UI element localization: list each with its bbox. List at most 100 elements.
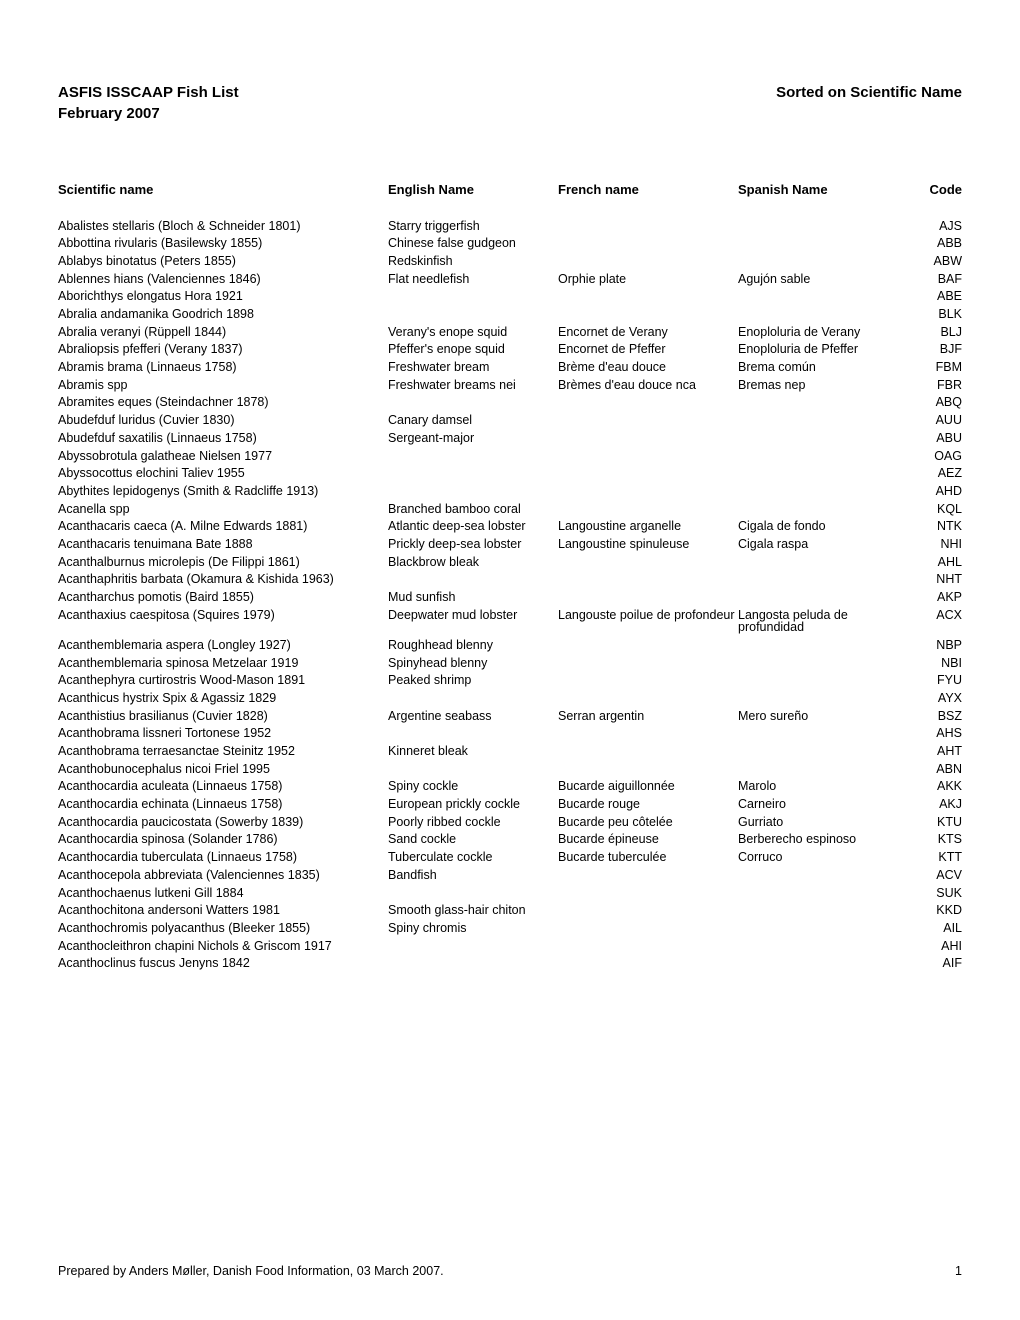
cell-code: AIL xyxy=(908,922,962,935)
sort-label: Sorted on Scientific Name xyxy=(776,84,962,101)
cell-scientific: Acanthaphritis barbata (Okamura & Kishid… xyxy=(58,573,388,586)
cell-scientific: Abalistes stellaris (Bloch & Schneider 1… xyxy=(58,220,388,233)
cell-scientific: Ablabys binotatus (Peters 1855) xyxy=(58,255,388,268)
cell-code: AKJ xyxy=(908,798,962,811)
col-english: English Name xyxy=(388,182,558,197)
col-spanish: Spanish Name xyxy=(738,182,908,197)
cell-english: Argentine seabass xyxy=(388,710,558,723)
cell-scientific: Acanthobrama lissneri Tortonese 1952 xyxy=(58,727,388,740)
cell-spanish: Brema común xyxy=(738,361,908,374)
cell-code: BLK xyxy=(908,308,962,321)
cell-english: Sergeant-major xyxy=(388,432,558,445)
cell-scientific: Acanthephyra curtirostris Wood-Mason 189… xyxy=(58,674,388,687)
cell-code: AKP xyxy=(908,591,962,604)
cell-code: KKD xyxy=(908,904,962,917)
table-row: Acanthaxius caespitosa (Squires 1979)Dee… xyxy=(58,606,962,636)
cell-scientific: Acanthicus hystrix Spix & Agassiz 1829 xyxy=(58,692,388,705)
cell-scientific: Acanthocardia tuberculata (Linnaeus 1758… xyxy=(58,851,388,864)
cell-code: AEZ xyxy=(908,467,962,480)
cell-code: FBM xyxy=(908,361,962,374)
table-row: Acanthemblemaria spinosa Metzelaar 1919S… xyxy=(58,654,962,672)
table-row: Abythites lepidogenys (Smith & Radcliffe… xyxy=(58,482,962,500)
cell-french: Langouste poilue de profondeur xyxy=(558,609,738,622)
cell-scientific: Acanthobrama terraesanctae Steinitz 1952 xyxy=(58,745,388,758)
cell-scientific: Aborichthys elongatus Hora 1921 xyxy=(58,290,388,303)
cell-english: Mud sunfish xyxy=(388,591,558,604)
cell-french: Serran argentin xyxy=(558,710,738,723)
cell-spanish: Agujón sable xyxy=(738,273,908,286)
cell-english: Spiny cockle xyxy=(388,780,558,793)
table-row: Acanthoclinus fuscus Jenyns 1842AIF xyxy=(58,955,962,973)
cell-english: Pfeffer's enope squid xyxy=(388,343,558,356)
table-row: Acanthochaenus lutkeni Gill 1884SUK xyxy=(58,884,962,902)
cell-code: ABE xyxy=(908,290,962,303)
table-row: Acantharchus pomotis (Baird 1855)Mud sun… xyxy=(58,588,962,606)
cell-english: Spiny chromis xyxy=(388,922,558,935)
table-row: Acanthocardia tuberculata (Linnaeus 1758… xyxy=(58,849,962,867)
table-row: Acanthemblemaria aspera (Longley 1927)Ro… xyxy=(58,636,962,654)
cell-french: Bucarde rouge xyxy=(558,798,738,811)
cell-french: Langoustine arganelle xyxy=(558,520,738,533)
cell-scientific: Acanthistius brasilianus (Cuvier 1828) xyxy=(58,710,388,723)
cell-scientific: Acanella spp xyxy=(58,503,388,516)
cell-code: AHD xyxy=(908,485,962,498)
cell-english: Kinneret bleak xyxy=(388,745,558,758)
cell-english: Sand cockle xyxy=(388,833,558,846)
table-row: Acanthocleithron chapini Nichols & Grisc… xyxy=(58,937,962,955)
table-row: Abralia veranyi (Rüppell 1844)Verany's e… xyxy=(58,323,962,341)
cell-code: ABN xyxy=(908,763,962,776)
table-row: Abramis brama (Linnaeus 1758)Freshwater … xyxy=(58,359,962,377)
table-row: Ablabys binotatus (Peters 1855)Redskinfi… xyxy=(58,252,962,270)
cell-scientific: Acanthocardia echinata (Linnaeus 1758) xyxy=(58,798,388,811)
cell-spanish: Mero sureño xyxy=(738,710,908,723)
cell-english: Starry triggerfish xyxy=(388,220,558,233)
cell-scientific: Acanthocardia paucicostata (Sowerby 1839… xyxy=(58,816,388,829)
cell-english: Smooth glass-hair chiton xyxy=(388,904,558,917)
cell-french: Bucarde aiguillonnée xyxy=(558,780,738,793)
cell-code: BLJ xyxy=(908,326,962,339)
table-row: Abraliopsis pfefferi (Verany 1837)Pfeffe… xyxy=(58,341,962,359)
cell-code: NBP xyxy=(908,639,962,652)
cell-code: AHS xyxy=(908,727,962,740)
table-row: Acanthobrama lissneri Tortonese 1952 AHS xyxy=(58,725,962,743)
cell-scientific: Abudefduf saxatilis (Linnaeus 1758) xyxy=(58,432,388,445)
table-row: Acanthicus hystrix Spix & Agassiz 1829AY… xyxy=(58,689,962,707)
cell-code: ABU xyxy=(908,432,962,445)
cell-spanish: Cigala raspa xyxy=(738,538,908,551)
table-row: Abramites eques (Steindachner 1878)ABQ xyxy=(58,394,962,412)
document-title: ASFIS ISSCAAP Fish List xyxy=(58,84,239,101)
cell-code: ACX xyxy=(908,609,962,622)
cell-french: Encornet de Pfeffer xyxy=(558,343,738,356)
col-scientific: Scientific name xyxy=(58,182,388,197)
cell-english: Freshwater bream xyxy=(388,361,558,374)
cell-scientific: Abraliopsis pfefferi (Verany 1837) xyxy=(58,343,388,356)
table-row: Acanthistius brasilianus (Cuvier 1828)Ar… xyxy=(58,707,962,725)
table-row: Acanthocardia paucicostata (Sowerby 1839… xyxy=(58,813,962,831)
cell-scientific: Abyssobrotula galatheae Nielsen 1977 xyxy=(58,450,388,463)
cell-code: ABB xyxy=(908,237,962,250)
table-row: Abalistes stellaris (Bloch & Schneider 1… xyxy=(58,217,962,235)
table-row: Acanthobrama terraesanctae Steinitz 1952… xyxy=(58,742,962,760)
cell-scientific: Abralia veranyi (Rüppell 1844) xyxy=(58,326,388,339)
cell-english: Tuberculate cockle xyxy=(388,851,558,864)
cell-scientific: Acanthoclinus fuscus Jenyns 1842 xyxy=(58,957,388,970)
cell-scientific: Acanthocardia spinosa (Solander 1786) xyxy=(58,833,388,846)
cell-scientific: Acanthochitona andersoni Watters 1981 xyxy=(58,904,388,917)
cell-code: OAG xyxy=(908,450,962,463)
cell-code: BAF xyxy=(908,273,962,286)
cell-french: Brèmes d'eau douce nca xyxy=(558,379,738,392)
cell-code: ABQ xyxy=(908,396,962,409)
cell-english: Redskinfish xyxy=(388,255,558,268)
col-french: French name xyxy=(558,182,738,197)
cell-scientific: Acanthocardia aculeata (Linnaeus 1758) xyxy=(58,780,388,793)
cell-code: AUU xyxy=(908,414,962,427)
cell-english: Roughhead blenny xyxy=(388,639,558,652)
cell-spanish: Enoploluria de Verany xyxy=(738,326,908,339)
cell-french: Bucarde tuberculée xyxy=(558,851,738,864)
fish-table: Scientific name English Name French name… xyxy=(58,182,962,972)
table-row: Acanthacaris tenuimana Bate 1888Prickly … xyxy=(58,535,962,553)
cell-scientific: Abythites lepidogenys (Smith & Radcliffe… xyxy=(58,485,388,498)
cell-scientific: Acanthochromis polyacanthus (Bleeker 185… xyxy=(58,922,388,935)
cell-code: KTT xyxy=(908,851,962,864)
cell-spanish: Berberecho espinoso xyxy=(738,833,908,846)
